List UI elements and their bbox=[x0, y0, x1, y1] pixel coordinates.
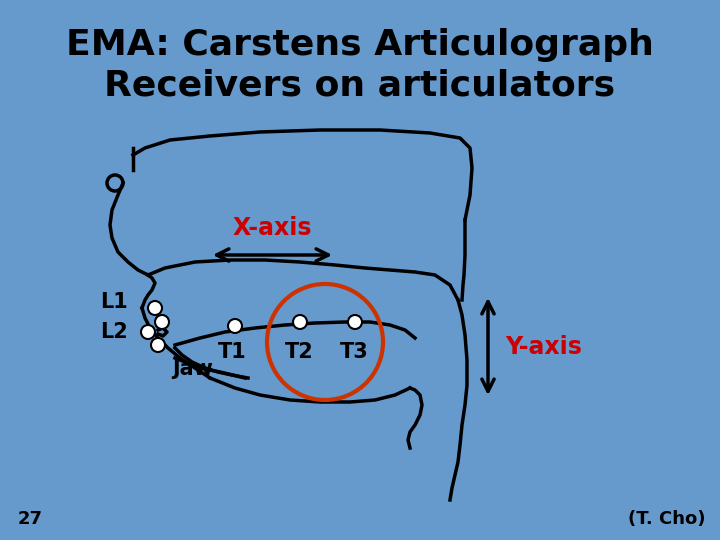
Circle shape bbox=[151, 338, 165, 352]
Circle shape bbox=[293, 315, 307, 329]
Text: (T. Cho): (T. Cho) bbox=[628, 510, 705, 528]
Text: T1: T1 bbox=[218, 342, 247, 362]
Text: T3: T3 bbox=[340, 342, 369, 362]
Text: 27: 27 bbox=[18, 510, 43, 528]
Circle shape bbox=[155, 315, 169, 329]
Text: L2: L2 bbox=[100, 322, 128, 342]
Text: T2: T2 bbox=[285, 342, 314, 362]
Circle shape bbox=[348, 315, 362, 329]
Circle shape bbox=[228, 319, 242, 333]
Text: L1: L1 bbox=[100, 292, 128, 312]
Text: EMA: Carstens Articulograph: EMA: Carstens Articulograph bbox=[66, 28, 654, 62]
Text: X-axis: X-axis bbox=[233, 216, 312, 240]
Circle shape bbox=[141, 325, 155, 339]
Text: Receivers on articulators: Receivers on articulators bbox=[104, 68, 616, 102]
Circle shape bbox=[148, 301, 162, 315]
Text: Jaw: Jaw bbox=[172, 359, 213, 379]
Text: Y-axis: Y-axis bbox=[505, 335, 582, 359]
